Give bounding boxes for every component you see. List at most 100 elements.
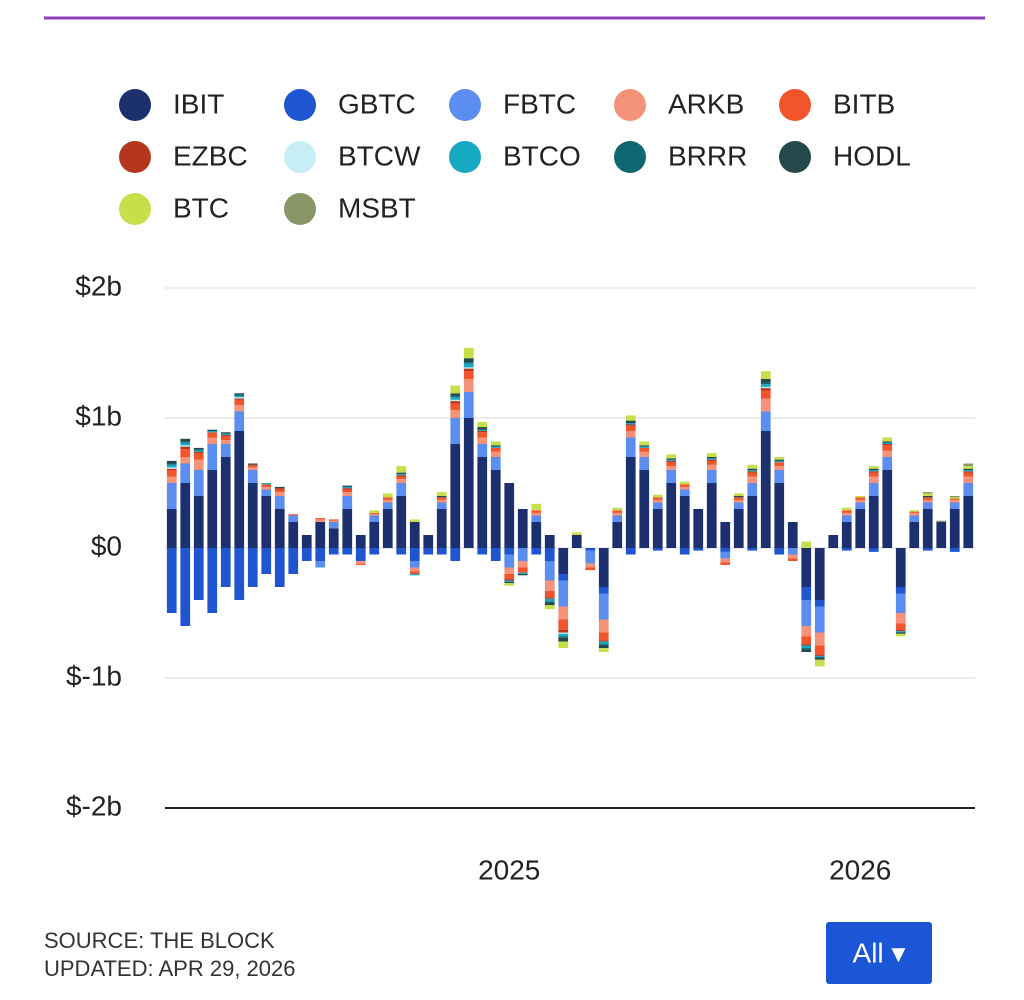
bar-segment	[544, 561, 555, 581]
bar-segment	[342, 486, 353, 489]
bar-segment	[423, 548, 434, 555]
bar-segment	[234, 397, 245, 399]
bar-segment	[774, 470, 785, 483]
bar-segment	[949, 496, 960, 498]
bar-segment	[531, 503, 542, 511]
bar-segment	[895, 593, 906, 613]
bar-segment	[733, 496, 744, 498]
bar-segment	[612, 522, 623, 548]
bar-segment	[571, 535, 582, 548]
x-tick-label: 2026	[829, 854, 891, 885]
bar-segment	[868, 476, 879, 483]
bar-segment	[436, 509, 447, 548]
bar-segment	[814, 632, 825, 646]
bar-segment	[490, 457, 501, 470]
range-button[interactable]	[826, 922, 932, 984]
bar-segment	[558, 574, 569, 581]
bar-segment	[895, 623, 906, 630]
bar-segment	[733, 502, 744, 509]
bar-segment	[922, 492, 933, 494]
bar-segment	[895, 631, 906, 633]
bar-segment	[571, 532, 582, 535]
bar-segment	[747, 468, 758, 470]
updated-note: UPDATED: APR 29, 2026	[44, 956, 296, 981]
bar-segment	[477, 444, 488, 457]
bar-segment	[558, 632, 569, 634]
bar-segment	[760, 398, 771, 412]
bar-segment	[504, 579, 515, 581]
bar-segment	[774, 483, 785, 548]
bar-segment	[396, 473, 407, 476]
y-tick-label: $-2b	[66, 790, 122, 821]
bar-segment	[909, 510, 920, 512]
bar-segment	[369, 548, 380, 555]
bar-segment	[436, 497, 447, 500]
bar-segment	[261, 496, 272, 548]
bar-segment	[801, 548, 812, 587]
bar-segment	[598, 632, 609, 641]
legend-marker	[449, 89, 481, 121]
bar-segment	[315, 548, 326, 561]
bar-segment	[355, 563, 366, 565]
range-button-label[interactable]: All ▾	[853, 937, 906, 968]
bar-segment	[922, 497, 933, 500]
bar-segment	[490, 548, 501, 561]
bar-segment	[531, 510, 542, 513]
bar-segment	[531, 515, 542, 522]
bar-segment	[490, 445, 501, 447]
bar-segment	[720, 522, 731, 548]
bar-segment	[558, 606, 569, 620]
bar-segment	[193, 548, 204, 600]
bar-segment	[706, 459, 717, 461]
bar-segment	[882, 445, 893, 451]
bar-segment	[477, 457, 488, 548]
bar-segment	[436, 492, 447, 496]
bar-segment	[328, 520, 339, 522]
bar-segment	[315, 522, 326, 548]
bar-segment	[342, 496, 353, 509]
bar-segment	[234, 431, 245, 548]
bar-segment	[450, 548, 461, 561]
bar-segment	[463, 379, 474, 392]
bar-segment	[558, 548, 569, 574]
legend-marker	[119, 89, 151, 121]
bar-segment	[612, 510, 623, 513]
legend-label: BTCW	[338, 140, 421, 171]
bar-segment	[774, 459, 785, 461]
bar-segment	[706, 460, 717, 465]
bar-segment	[787, 522, 798, 548]
bar-segment	[922, 493, 933, 496]
bar-segment	[639, 457, 650, 470]
bar-segment	[166, 483, 177, 509]
bar-segment	[544, 601, 555, 603]
bar-segment	[355, 561, 366, 564]
bar-segment	[868, 483, 879, 496]
bar-segment	[166, 548, 177, 613]
bar-segment	[450, 393, 461, 396]
bar-segment	[409, 571, 420, 574]
bar-segment	[166, 468, 177, 470]
bar-segment	[504, 583, 515, 586]
bar-segment	[436, 496, 447, 498]
bar-segment	[207, 444, 218, 470]
bar-segment	[598, 593, 609, 620]
y-tick-label: $1b	[75, 400, 122, 431]
bar-segment	[922, 548, 933, 551]
bar-segment	[166, 476, 177, 483]
bar-segment	[949, 498, 960, 500]
bar-segment	[220, 433, 231, 435]
bar-segment	[207, 431, 218, 433]
bar-segment	[369, 510, 380, 513]
bar-segment	[193, 496, 204, 548]
bar-segment	[423, 535, 434, 548]
bar-segment	[301, 548, 312, 561]
bar-segment	[936, 520, 947, 522]
bar-segment	[639, 447, 650, 452]
bar-segment	[706, 470, 717, 483]
bar-segment	[639, 451, 650, 457]
bar-segment	[450, 418, 461, 444]
bar-segment	[490, 447, 501, 452]
bar-segment	[706, 457, 717, 459]
bar-segment	[706, 483, 717, 548]
bar-segment	[922, 509, 933, 548]
